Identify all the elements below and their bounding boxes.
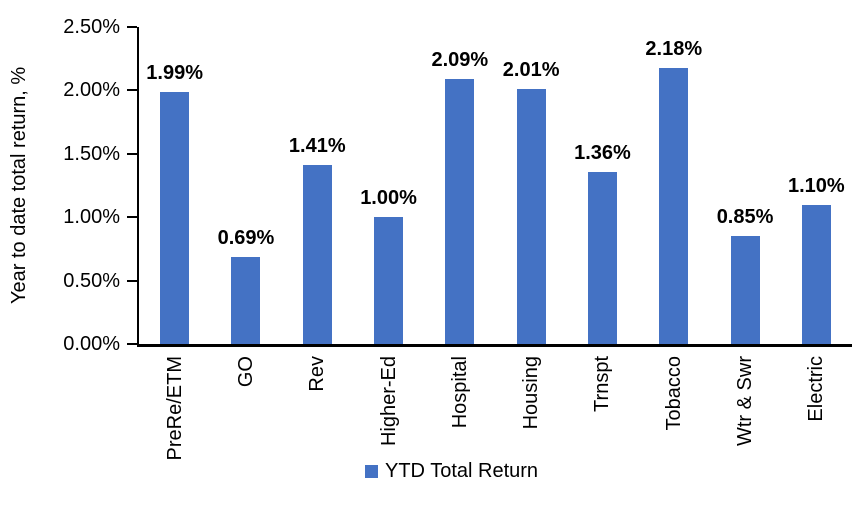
bar-rev bbox=[302, 165, 332, 344]
value-label: 2.18% bbox=[645, 37, 703, 60]
legend-swatch-icon bbox=[365, 464, 378, 478]
bar-housing bbox=[516, 89, 546, 344]
bar-tobacco bbox=[659, 67, 689, 344]
bar-go bbox=[231, 256, 261, 344]
chart-legend: YTD Total Return bbox=[365, 461, 538, 481]
x-category-label: Wtr & Swr bbox=[734, 356, 757, 446]
legend-series-label: YTD Total Return bbox=[385, 460, 539, 482]
value-label: 1.10% bbox=[787, 174, 845, 197]
y-tick-mark bbox=[127, 216, 137, 219]
y-tick-label: 1.50% bbox=[63, 142, 120, 165]
value-label: 1.36% bbox=[574, 141, 631, 164]
value-label: 0.85% bbox=[716, 206, 774, 229]
y-tick-mark bbox=[127, 89, 137, 92]
bar-wtr-swr bbox=[730, 236, 760, 344]
x-category-label: Tobacco bbox=[662, 356, 685, 431]
y-tick-label: 0.00% bbox=[63, 333, 120, 355]
x-category-label: Trnspt bbox=[591, 356, 614, 412]
y-tick-mark bbox=[127, 26, 137, 28]
x-category-label: GO bbox=[234, 356, 257, 388]
y-tick-mark bbox=[127, 343, 137, 345]
x-category-label: PreRe/ETM bbox=[163, 356, 186, 461]
y-tick-mark bbox=[127, 152, 137, 155]
y-tick-label: 0.50% bbox=[63, 269, 120, 292]
bar-hospital bbox=[445, 78, 475, 344]
bar-prere-etm bbox=[160, 91, 190, 344]
y-tick-label: 2.50% bbox=[63, 16, 120, 38]
bar-trnspt bbox=[587, 171, 617, 344]
y-tick-label: 1.00% bbox=[63, 206, 120, 229]
x-category-label: Housing bbox=[520, 356, 543, 430]
y-axis-title: Year to date total return, % bbox=[8, 66, 30, 305]
bar-electric bbox=[801, 204, 831, 344]
value-label: 1.41% bbox=[288, 135, 346, 158]
y-tick-mark bbox=[127, 279, 137, 282]
x-category-label: Higher-Ed bbox=[377, 356, 400, 447]
value-label: 2.09% bbox=[431, 48, 489, 71]
bar-higher-ed bbox=[374, 217, 404, 344]
value-label: 0.69% bbox=[217, 226, 275, 249]
value-label: 2.01% bbox=[502, 59, 560, 82]
x-axis-line bbox=[137, 344, 852, 347]
value-label: 1.00% bbox=[360, 187, 417, 210]
y-axis-line bbox=[137, 27, 139, 347]
x-category-label: Hospital bbox=[448, 356, 471, 429]
x-category-label: Electric bbox=[805, 356, 828, 422]
value-label: 1.99% bbox=[146, 61, 203, 84]
x-category-label: Rev bbox=[306, 356, 329, 392]
y-tick-label: 2.00% bbox=[63, 79, 120, 102]
